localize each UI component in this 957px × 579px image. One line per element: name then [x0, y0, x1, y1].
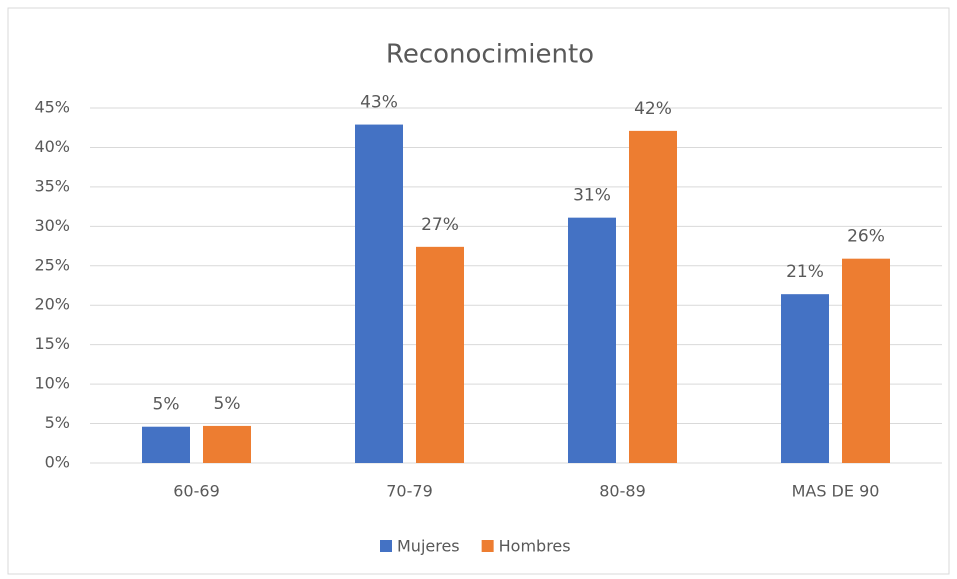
- data-label: 5%: [214, 394, 241, 414]
- data-label: 21%: [786, 262, 824, 282]
- bar: [568, 217, 616, 463]
- y-tick-label: 40%: [34, 137, 70, 156]
- y-tick-label: 30%: [34, 216, 70, 235]
- y-tick-label: 35%: [34, 176, 70, 195]
- x-tick-label: 60-69: [173, 482, 220, 501]
- chart-title: Reconocimiento: [386, 40, 594, 70]
- y-tick-label: 5%: [45, 413, 70, 432]
- bar: [629, 130, 677, 463]
- legend-swatch: [380, 540, 392, 552]
- legend-label: Mujeres: [397, 537, 460, 556]
- data-label: 31%: [573, 186, 611, 206]
- x-tick-label: 70-79: [386, 482, 433, 501]
- bar: [842, 258, 890, 463]
- x-tick-label: 80-89: [599, 482, 646, 501]
- y-tick-label: 25%: [34, 255, 70, 274]
- bar: [203, 425, 251, 463]
- y-tick-label: 0%: [45, 453, 70, 472]
- y-tick-label: 45%: [34, 98, 70, 117]
- legend-label: Hombres: [499, 537, 571, 556]
- bar: [355, 124, 403, 464]
- bar: [416, 246, 464, 463]
- y-tick-label: 10%: [34, 374, 70, 393]
- chart-frame: [7, 7, 950, 575]
- data-label: 42%: [634, 99, 672, 119]
- bar: [781, 294, 829, 463]
- data-label: 27%: [421, 215, 459, 235]
- data-label: 5%: [153, 395, 180, 415]
- data-label: 26%: [847, 227, 885, 247]
- data-label: 43%: [360, 93, 398, 113]
- y-tick-label: 15%: [34, 334, 70, 353]
- y-tick-label: 20%: [34, 295, 70, 314]
- legend-swatch: [481, 540, 494, 552]
- bar: [142, 426, 190, 463]
- x-tick-label: MAS DE 90: [792, 482, 880, 501]
